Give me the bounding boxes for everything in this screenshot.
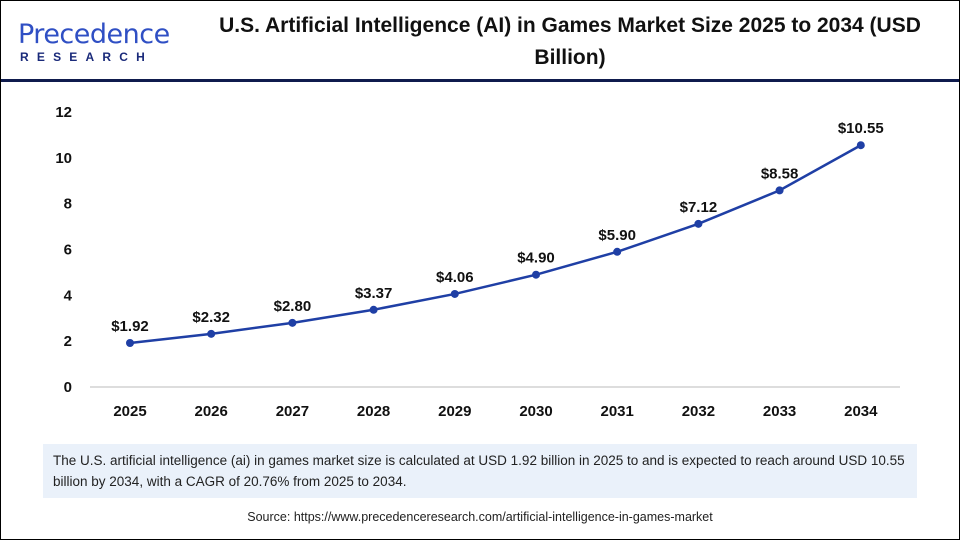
y-tick-label: 8: [64, 196, 72, 213]
data-points: [126, 141, 865, 347]
logo-text: Precedence: [18, 19, 170, 50]
data-labels: $1.92 $2.32 $2.80 $3.37 $4.06 $4.90 $5.90 $7.12…: [111, 120, 884, 335]
x-tick-label: 2028: [357, 403, 390, 420]
logo: Precedence RESEARCH: [18, 20, 170, 65]
x-tick-label: 2027: [276, 403, 309, 420]
y-axis: 0 2 4 6 8 10 12: [55, 104, 72, 396]
data-point: [207, 329, 216, 338]
data-point: [288, 318, 297, 327]
data-label: $4.06: [436, 269, 474, 286]
y-tick-label: 2: [64, 333, 72, 350]
data-point: [532, 270, 540, 279]
x-tick-label: 2032: [682, 403, 715, 420]
data-point: [694, 219, 703, 228]
x-tick-label: 2031: [601, 403, 634, 420]
data-point: [856, 141, 865, 150]
data-point: [369, 305, 378, 314]
data-label: $8.58: [761, 165, 799, 182]
data-label: $3.37: [355, 285, 393, 302]
x-tick-label: 2034: [844, 403, 878, 420]
header-divider: [1, 79, 959, 82]
y-tick-label: 4: [64, 287, 73, 304]
data-label: $2.80: [274, 298, 312, 315]
x-axis: 2025 2026 2027 2028 2029 2030 2031 2032 2033 2034: [113, 403, 878, 420]
y-tick-label: 6: [64, 242, 72, 259]
data-label: $2.32: [192, 309, 230, 326]
y-tick-label: 10: [55, 150, 72, 167]
data-point: [613, 247, 622, 256]
data-label: $1.92: [111, 318, 149, 335]
x-tick-label: 2025: [113, 403, 146, 420]
data-point: [450, 289, 459, 298]
data-label: $5.90: [598, 227, 636, 244]
summary-note: The U.S. artificial intelligence (ai) in…: [43, 444, 917, 498]
y-tick-label: 0: [64, 379, 72, 396]
chart-title: U.S. Artificial Intelligence (AI) in Gam…: [219, 14, 921, 69]
source-text: Source: https://www.precedenceresearch.c…: [247, 510, 713, 524]
x-tick-label: 2033: [763, 403, 796, 420]
logo-subtext: RESEARCH: [20, 50, 153, 64]
series-line: [129, 144, 862, 345]
data-label: $7.12: [680, 199, 718, 216]
data-point: [126, 339, 134, 347]
x-tick-label: 2030: [519, 403, 552, 420]
x-tick-label: 2026: [195, 403, 228, 420]
y-tick-label: 12: [55, 104, 72, 121]
x-tick-label: 2029: [438, 403, 471, 420]
data-point: [775, 186, 784, 195]
data-label: $4.90: [517, 250, 555, 267]
data-label: $10.55: [838, 120, 884, 137]
